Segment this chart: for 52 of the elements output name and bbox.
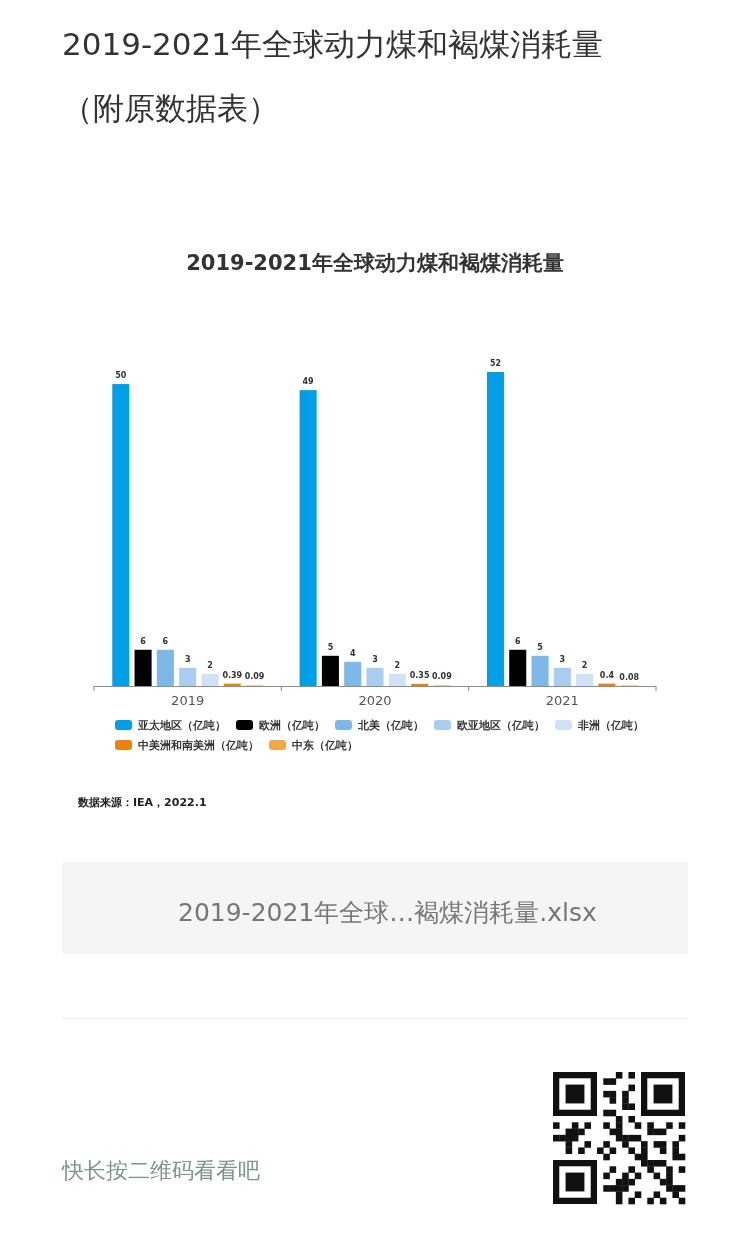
bar bbox=[553, 667, 571, 686]
data-label: 2 bbox=[394, 660, 401, 670]
data-label: 50 bbox=[115, 371, 127, 381]
text: 2019-2021年全球…褐煤消耗量.xlsx bbox=[178, 898, 597, 927]
legend-label: 北美（亿吨） bbox=[357, 719, 424, 732]
bar bbox=[179, 667, 197, 686]
x-tick-label: 2021 bbox=[545, 693, 579, 708]
legend-label: 中东（亿吨） bbox=[292, 739, 358, 752]
x-tick-label: 2020 bbox=[358, 693, 392, 708]
data-label: 0.39 bbox=[222, 670, 243, 680]
legend-label: 中美洲和南美洲（亿吨） bbox=[138, 739, 259, 752]
text: 快长按二维码看看吧 bbox=[61, 1158, 260, 1183]
legend-label: 亚太地区（亿吨） bbox=[137, 719, 226, 732]
data-label: 0.08 bbox=[619, 672, 640, 682]
bar bbox=[344, 661, 362, 686]
data-label: 5 bbox=[327, 642, 334, 652]
bar bbox=[486, 372, 504, 686]
bar bbox=[134, 649, 152, 686]
data-label: 2 bbox=[207, 660, 213, 670]
data-label: 0.4 bbox=[599, 670, 615, 680]
data-label: 0.09 bbox=[432, 672, 453, 682]
data-label: 3 bbox=[559, 654, 566, 664]
bar bbox=[112, 384, 130, 686]
data-label: 3 bbox=[372, 654, 378, 664]
legend-label: 欧洲（亿吨） bbox=[259, 719, 325, 732]
bar bbox=[321, 655, 339, 686]
legend-label: 欧亚地区（亿吨） bbox=[457, 719, 545, 732]
bar bbox=[531, 655, 549, 686]
data-label: 3 bbox=[184, 654, 191, 664]
bar bbox=[201, 673, 219, 686]
data-label: 2 bbox=[581, 660, 588, 670]
x-tick-label: 2019 bbox=[171, 693, 205, 708]
bar bbox=[366, 667, 384, 686]
data-label: 4 bbox=[349, 648, 356, 658]
data-label: 49 bbox=[302, 377, 315, 387]
bar bbox=[509, 649, 527, 686]
data-label: 52 bbox=[489, 359, 502, 368]
bar bbox=[156, 649, 174, 686]
source-note: 数据来源：IEA，2022.1 bbox=[77, 796, 207, 809]
bar bbox=[388, 673, 406, 686]
data-label: 0.09 bbox=[244, 672, 265, 682]
data-label: 0.35 bbox=[409, 670, 430, 680]
data-label: 5 bbox=[537, 642, 544, 652]
data-label: 6 bbox=[514, 636, 521, 646]
text: 2019-2021年全球动力煤和褐煤消耗量（附原数据表） bbox=[62, 25, 604, 128]
legend-label: 非洲（亿吨） bbox=[577, 719, 644, 732]
chart-title: 2019-2021年全球动力煤和褐煤消耗量 bbox=[186, 251, 564, 275]
bar bbox=[411, 683, 429, 686]
data-label: 6 bbox=[140, 636, 147, 646]
bar bbox=[576, 673, 594, 686]
bar bbox=[299, 390, 317, 686]
data-label: 6 bbox=[162, 636, 169, 646]
